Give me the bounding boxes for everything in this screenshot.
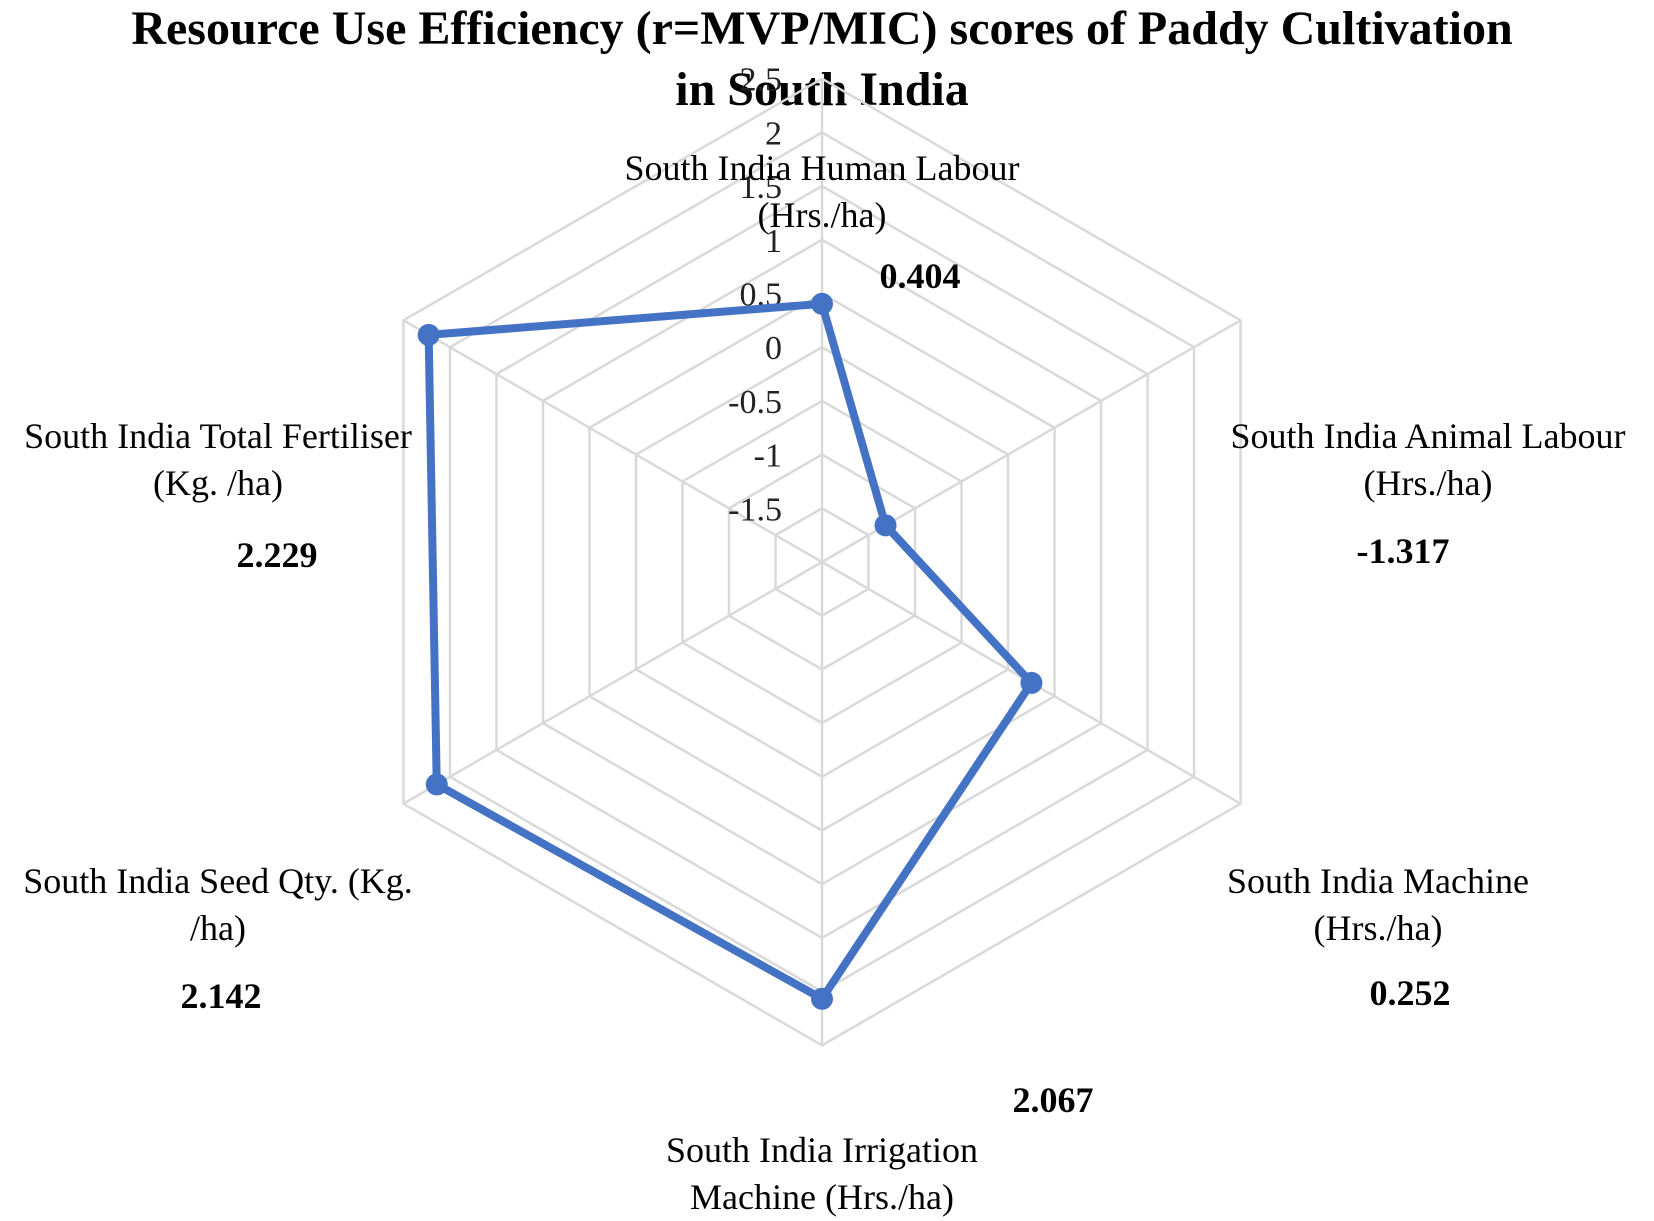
category-label: South India Machine (Hrs./ha)	[1227, 861, 1529, 948]
data-value-label: 2.229	[237, 535, 318, 575]
category-label: South India Irrigation Machine (Hrs./ha)	[666, 1130, 978, 1217]
category-label: South India Total Fertiliser (Kg. /ha)	[24, 416, 412, 503]
data-point-marker	[811, 987, 833, 1010]
radial-tick-label: -1.5	[728, 491, 782, 528]
radial-tick-label: 2	[765, 115, 782, 152]
data-labels: 0.404 -1.317 0.252 2.067 2.142 2.229	[181, 256, 1451, 1120]
category-labels: South India Human Labour (Hrs./ha) South I…	[23, 148, 1625, 1217]
grid-spoke	[402, 319, 823, 564]
radial-tick-label: 0	[765, 330, 782, 367]
data-value-label: 0.252	[1370, 973, 1451, 1013]
radial-tick-labels: -1.5-1-0.500.511.522.5	[728, 62, 782, 529]
chart-title-line-1: Resource Use Efficiency (r=MVP/MIC) scor…	[131, 2, 1512, 55]
radar-series	[417, 292, 1043, 1010]
data-point-marker	[874, 514, 897, 537]
data-value-label: 2.067	[1013, 1080, 1094, 1120]
data-value-label: -1.317	[1357, 531, 1450, 571]
data-point-marker	[1020, 671, 1043, 694]
category-label: South India Animal Labour (Hrs./ha)	[1231, 416, 1626, 503]
data-point-marker	[417, 323, 440, 346]
radial-tick-label: 1.5	[740, 169, 783, 206]
radial-tick-label: -0.5	[728, 384, 782, 421]
radar-grid	[402, 77, 1242, 1047]
category-label: South India Human Labour (Hrs./ha)	[625, 148, 1020, 235]
grid-spoke	[402, 560, 823, 805]
radial-tick-label: 1	[765, 223, 782, 260]
radial-tick-label: 2.5	[740, 62, 783, 99]
data-point-marker	[811, 292, 833, 315]
data-value-label: 2.142	[181, 976, 262, 1016]
radial-tick-label: -1	[754, 438, 782, 475]
data-value-label: 0.404	[880, 256, 961, 296]
data-point-marker	[425, 773, 448, 796]
category-label: South India Seed Qty. (Kg./ha)	[23, 861, 413, 948]
